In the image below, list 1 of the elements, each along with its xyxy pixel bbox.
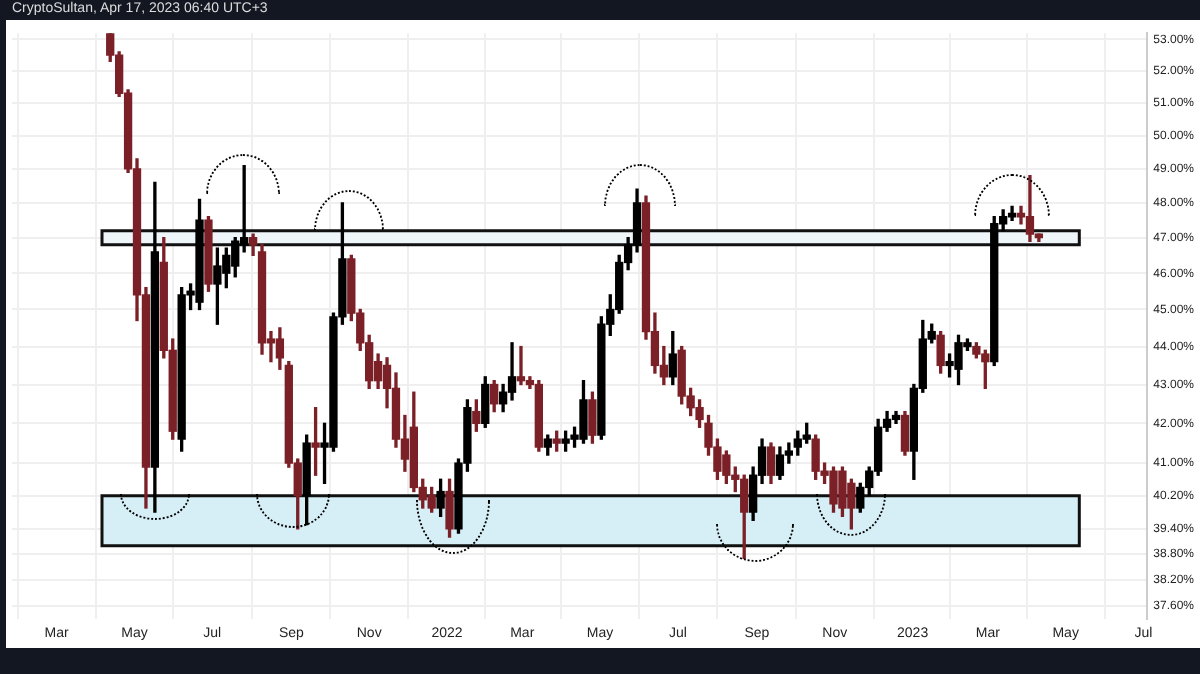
candlestick [516, 345, 526, 386]
